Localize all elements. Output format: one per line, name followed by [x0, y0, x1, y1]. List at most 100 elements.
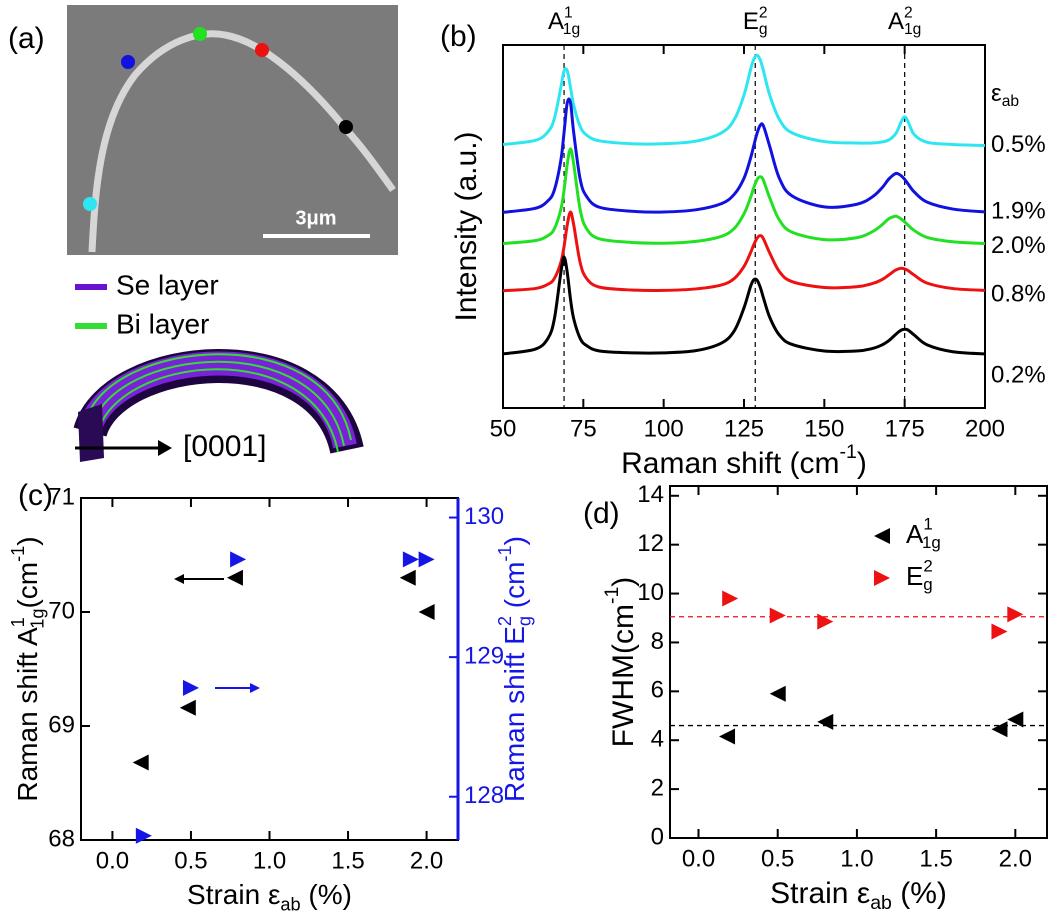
- plot-frame: [80, 497, 459, 841]
- marker: [769, 607, 786, 624]
- x-axis-title: Raman shift (cm-1): [621, 441, 867, 480]
- label-sub: g: [759, 21, 768, 38]
- layer-line: [97, 368, 339, 453]
- marker: [226, 569, 243, 586]
- label-sub: ab: [280, 894, 300, 914]
- y-axis-title: Intensity (a.u.): [450, 131, 483, 321]
- x-tick-label: 125: [724, 415, 764, 442]
- series-label: 2.0%: [991, 232, 1046, 259]
- x-tick-label: 1.5: [919, 845, 952, 872]
- y2-tick-label: 129: [464, 642, 504, 669]
- marker: [719, 728, 736, 745]
- marker: [132, 754, 149, 771]
- label-text: A: [548, 8, 564, 35]
- label-sup: 2: [759, 5, 768, 22]
- spectrum-line: [502, 53, 986, 148]
- x-tick-label: 150: [804, 415, 844, 442]
- marker: [722, 590, 739, 607]
- dot: [121, 55, 135, 69]
- x-tick-label: 0.5: [174, 847, 207, 874]
- x-tick-label: 0.0: [96, 847, 129, 874]
- label-sup: -1: [495, 545, 515, 561]
- layer-line: [91, 360, 345, 447]
- label-sub: g: [923, 575, 932, 594]
- series-label: 0.2%: [991, 361, 1046, 388]
- marker: [1007, 606, 1024, 623]
- marker: [418, 604, 435, 620]
- label-text: (%): [892, 877, 947, 910]
- y-tick-label: 6: [651, 677, 664, 704]
- dot: [255, 43, 269, 57]
- x-tick-label: 100: [644, 415, 684, 442]
- marker: [135, 827, 152, 844]
- chart-panel: (c) 0.0 0.5 1.0 1.5 2.0 68 69 70 71 128 129 130: [18, 479, 504, 874]
- label-text: A: [888, 8, 904, 35]
- label-text: FWHM(cm: [607, 604, 640, 747]
- spectrum-line: [502, 147, 986, 246]
- marker: [230, 551, 247, 568]
- x-tick-label: 200: [965, 415, 1005, 442]
- y-tick-label: 8: [651, 628, 664, 655]
- label-sub: ab: [870, 892, 892, 914]
- panel-label: (b): [440, 20, 477, 53]
- marker: [418, 551, 435, 568]
- label-text: Raman shift (cm: [621, 447, 839, 480]
- label-text: ): [857, 447, 867, 480]
- label-sup: -1: [840, 441, 857, 463]
- y-tick-label: 12: [637, 530, 664, 557]
- label-text: Strain ε: [187, 879, 280, 910]
- y-tick-label: 69: [48, 711, 75, 738]
- x-tick-label: 1.0: [253, 847, 286, 874]
- x-tick-label: 175: [885, 415, 925, 442]
- x-axis-title: Strain εab (%): [770, 877, 947, 914]
- label-text: ): [499, 536, 530, 545]
- y-axis-title: FWHM(cm-1): [601, 577, 640, 748]
- legend-label: Se layer: [116, 269, 219, 300]
- panel-label: (a): [8, 22, 45, 55]
- x-tick-label: 2.0: [410, 847, 443, 874]
- label-sup: 1: [8, 617, 28, 627]
- marker: [991, 623, 1008, 640]
- y2-tick-label: 130: [464, 503, 504, 530]
- label-text: (cm: [499, 562, 530, 616]
- image-panel: (a) 3μm Se layer Bi layer [0001]: [8, 5, 398, 463]
- panel-label: (d): [583, 497, 620, 530]
- schematic: [73, 349, 364, 462]
- label-text: Strain ε: [770, 877, 870, 910]
- scale-bar-label: 3μm: [295, 207, 336, 229]
- series-label: 0.5%: [991, 131, 1046, 158]
- label-sup: 2: [904, 5, 913, 22]
- dot: [339, 120, 353, 134]
- arrow-head: [250, 683, 260, 693]
- legend-label: A1 1g: [906, 515, 941, 552]
- marker: [179, 699, 196, 716]
- marker: [769, 685, 786, 702]
- y2-axis-title: Raman shift E2g (cm-1): [495, 536, 535, 802]
- peak-label: A1 1g: [548, 5, 580, 39]
- label-sub: 1g: [27, 609, 47, 629]
- label-text: A: [906, 519, 924, 549]
- spectrum-line: [502, 255, 986, 356]
- label-text: ): [607, 577, 640, 587]
- label-sup: 2: [923, 557, 932, 576]
- legend-label: E2 g: [906, 557, 933, 594]
- label-sup: 1: [923, 515, 932, 534]
- label-sub: 1g: [563, 21, 580, 38]
- series-label: 1.9%: [991, 197, 1046, 224]
- marker: [402, 551, 419, 568]
- label-text: (cm: [12, 562, 43, 609]
- label-sup: 1: [564, 5, 572, 22]
- y-tick-label: 70: [48, 597, 75, 624]
- layer-line: [85, 353, 352, 441]
- y-tick-label: 0: [651, 823, 664, 850]
- y2-tick-label: 128: [464, 782, 504, 809]
- marker: [182, 679, 199, 696]
- y-tick-label: 14: [637, 481, 664, 508]
- legend-marker: [874, 528, 890, 544]
- label-sub: 1g: [922, 533, 941, 552]
- y-tick-label: 2: [651, 774, 664, 801]
- marker: [817, 613, 834, 630]
